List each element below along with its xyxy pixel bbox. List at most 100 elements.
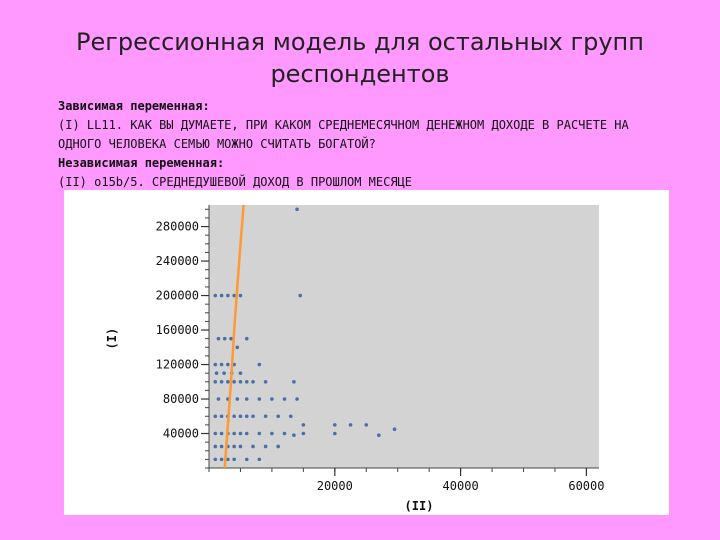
data-point bbox=[263, 379, 268, 384]
independent-variable-text: (II) o15b/5. СРЕДНЕДУШЕВОЙ ДОХОД В ПРОШЛ… bbox=[58, 175, 413, 189]
data-point bbox=[282, 431, 287, 436]
y-axis-label: (I) bbox=[105, 328, 119, 350]
y-tick-label: 80000 bbox=[163, 392, 199, 406]
data-point bbox=[333, 431, 337, 436]
data-point bbox=[364, 423, 369, 427]
data-point bbox=[251, 414, 255, 419]
data-point bbox=[244, 457, 249, 462]
data-point bbox=[213, 379, 218, 384]
x-tick-label: 40000 bbox=[443, 479, 479, 493]
data-point bbox=[222, 371, 226, 375]
y-tick-label: 240000 bbox=[156, 254, 199, 268]
y-tick-label: 160000 bbox=[156, 323, 199, 337]
data-point bbox=[238, 293, 243, 298]
y-tick-label: 200000 bbox=[156, 289, 199, 303]
data-point bbox=[219, 293, 224, 298]
dependent-variable-text-line1: (I) LL11. КАК ВЫ ДУМАЕТЕ, ПРИ КАКОМ СРЕД… bbox=[58, 118, 629, 132]
data-point bbox=[257, 457, 262, 462]
data-point bbox=[263, 414, 268, 419]
plot-area bbox=[209, 205, 599, 468]
data-point bbox=[214, 371, 219, 375]
data-point bbox=[238, 379, 243, 384]
data-point bbox=[301, 423, 306, 427]
data-point bbox=[251, 379, 255, 384]
data-point bbox=[219, 414, 224, 419]
slide-title: Регрессионная модель для остальных групп… bbox=[60, 26, 660, 90]
data-point bbox=[238, 431, 243, 436]
data-point bbox=[226, 293, 230, 298]
data-point bbox=[219, 444, 224, 449]
variables-description: Зависимая переменная: (I) LL11. КАК ВЫ Д… bbox=[58, 97, 698, 192]
data-point bbox=[238, 371, 243, 375]
data-point bbox=[219, 457, 224, 462]
dependent-variable-text-line2: ОДНОГО ЧЕЛОВЕКА СЕМЬЮ МОЖНО СЧИТАТЬ БОГА… bbox=[58, 137, 376, 151]
data-point bbox=[348, 423, 353, 427]
data-point bbox=[226, 457, 230, 462]
data-point bbox=[270, 431, 274, 436]
slide-title-line2: респондентов bbox=[270, 60, 450, 88]
data-point bbox=[216, 397, 221, 401]
scatter-chart-svg: 40000 80000 120000 160000 200000 240000 280000… bbox=[105, 204, 605, 513]
data-point bbox=[232, 457, 236, 462]
y-tick-label: 120000 bbox=[156, 358, 199, 372]
data-point bbox=[213, 414, 218, 419]
data-point bbox=[216, 336, 221, 341]
data-point bbox=[263, 444, 268, 449]
data-point bbox=[295, 207, 299, 212]
data-point bbox=[226, 379, 230, 384]
y-tick-label: 40000 bbox=[163, 427, 199, 441]
data-point bbox=[292, 379, 296, 384]
data-point bbox=[232, 431, 236, 436]
data-point bbox=[392, 427, 397, 431]
data-point bbox=[295, 397, 299, 401]
data-point bbox=[257, 362, 262, 367]
data-point bbox=[244, 431, 249, 436]
data-point bbox=[333, 423, 337, 427]
data-points bbox=[213, 207, 397, 462]
data-point bbox=[226, 362, 230, 367]
independent-variable-label: Независимая переменная: bbox=[58, 156, 225, 170]
data-point bbox=[301, 431, 306, 436]
tick-labels: 40000 80000 120000 160000 200000 240000 280000… bbox=[156, 220, 605, 493]
data-point bbox=[232, 414, 236, 419]
x-tick-label: 60000 bbox=[568, 479, 604, 493]
x-tick-label: 20000 bbox=[317, 479, 353, 493]
data-point bbox=[257, 397, 262, 401]
data-point bbox=[244, 379, 249, 384]
data-point bbox=[292, 433, 296, 438]
data-point bbox=[377, 433, 381, 438]
data-point bbox=[282, 397, 287, 401]
data-point bbox=[270, 397, 274, 401]
data-point bbox=[232, 379, 236, 384]
data-point bbox=[213, 431, 218, 436]
data-point bbox=[232, 444, 236, 449]
data-point bbox=[276, 444, 280, 449]
y-tick-label: 280000 bbox=[156, 220, 199, 234]
data-point bbox=[244, 414, 249, 419]
data-point bbox=[257, 431, 262, 436]
axes bbox=[201, 205, 599, 476]
data-point bbox=[276, 414, 280, 419]
data-point bbox=[251, 444, 255, 449]
data-point bbox=[213, 362, 218, 367]
data-point bbox=[244, 336, 249, 341]
data-point bbox=[213, 457, 218, 462]
slide-title-line1: Регрессионная модель для остальных групп bbox=[76, 28, 644, 56]
data-point bbox=[222, 336, 227, 341]
x-axis-label: (II) bbox=[405, 499, 434, 513]
data-point bbox=[238, 414, 243, 419]
data-point bbox=[238, 444, 243, 449]
regression-line bbox=[223, 204, 245, 469]
data-point bbox=[219, 362, 224, 367]
data-point bbox=[288, 414, 293, 419]
dependent-variable-label: Зависимая переменная: bbox=[58, 99, 210, 113]
data-point bbox=[235, 345, 240, 350]
data-point bbox=[229, 336, 233, 341]
data-point bbox=[232, 293, 236, 298]
data-point bbox=[235, 397, 240, 401]
data-point bbox=[219, 431, 224, 436]
regression-line-group bbox=[223, 204, 245, 469]
scatter-chart: 40000 80000 120000 160000 200000 240000 280000… bbox=[64, 190, 669, 515]
data-point bbox=[213, 444, 218, 449]
data-point bbox=[213, 293, 218, 298]
